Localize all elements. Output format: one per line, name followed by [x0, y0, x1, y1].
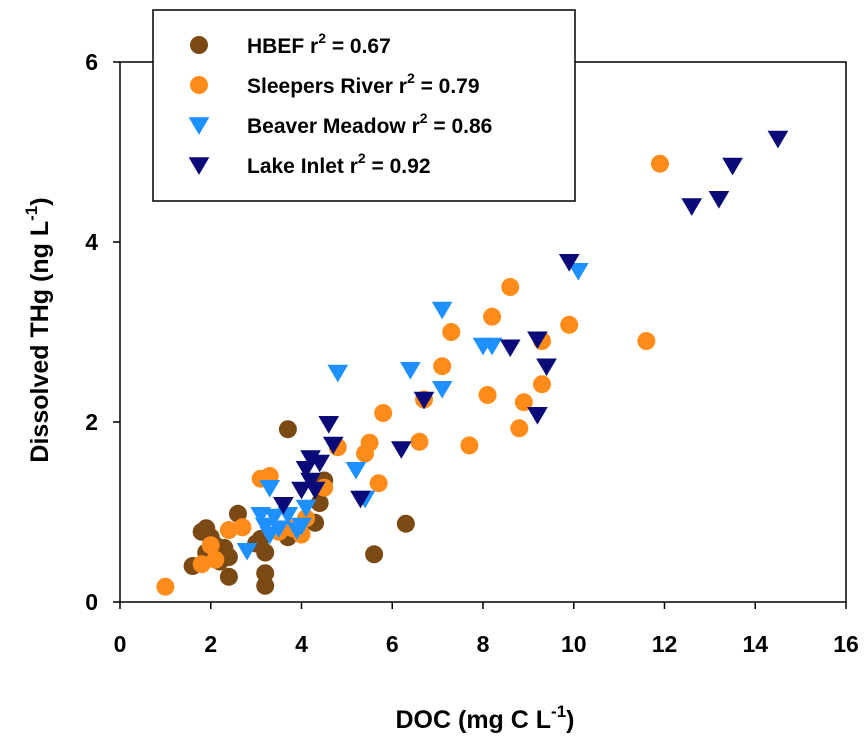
legend-marker-beaver-meadow-r: [188, 117, 210, 135]
beaver-meadow-r-data-point: [259, 479, 281, 498]
sleepers-river-r-data-point: [433, 357, 452, 376]
legend-marker-lake-inlet-r: [188, 157, 210, 175]
lake-inlet-r-data-point: [318, 416, 340, 434]
sleepers-river-r-data-point: [233, 518, 252, 537]
lake-inlet-r-data-point: [300, 450, 321, 468]
x-tick-label: 0: [114, 631, 127, 657]
lake-inlet-r-data-point: [499, 339, 521, 358]
lake-inlet-r-data-point: [413, 391, 435, 410]
beaver-meadow-r-data-point: [400, 362, 421, 380]
axis-ticks: 0 2 4 6 8 10 12 14 16 0 2 4 6: [85, 49, 859, 657]
sleepers-river-r-data-point: [156, 577, 175, 596]
sleepers-river-r-data-point: [510, 419, 529, 438]
sleepers-river-r-data-point: [637, 332, 656, 350]
beaver-meadow-r-data-point: [268, 520, 290, 539]
lake-inlet-r-data-point: [304, 481, 326, 500]
legend-marker-hbef-r: [190, 36, 208, 54]
y-axis-title: Dissolved THg (ng L-1): [22, 197, 54, 462]
beaver-meadow-r-data-point: [431, 380, 453, 399]
legend-marker-sleepers-river-r: [190, 76, 208, 94]
lake-inlet-r-data-point: [390, 441, 412, 459]
hbef-r-data-point: [365, 545, 384, 564]
hbef-r-data-point: [228, 504, 247, 523]
sleepers-river-r-data-point: [460, 436, 479, 455]
beaver-meadow-r-data-point: [295, 499, 317, 518]
sleepers-river-r-data-point: [501, 278, 520, 296]
hbef-r-data-point: [219, 567, 238, 586]
beaver-meadow-r-data-point: [291, 517, 312, 536]
lake-inlet-r-data-point: [722, 157, 743, 176]
sleepers-river-r-data-point: [442, 323, 461, 341]
lake-inlet-r-data-point: [558, 254, 580, 272]
hbef-r-data-point: [256, 564, 275, 583]
sleepers-river-r-data-point: [201, 536, 220, 555]
x-tick-label: 16: [833, 631, 859, 657]
sleepers-river-r-data-point: [219, 521, 238, 539]
legend-label-beaver-meadow-r: Beaver Meadow r2 = 0.86: [247, 110, 492, 138]
legend-label-lake-inlet-r: Lake Inlet r2 = 0.92: [247, 150, 431, 178]
lake-inlet-r-data-point: [681, 198, 703, 216]
sleepers-river-r-data-point: [532, 375, 551, 394]
x-tick-label: 4: [295, 631, 308, 657]
sleepers-river-r-data-point: [206, 550, 225, 569]
lake-inlet-r-data-point: [273, 497, 294, 515]
beaver-meadow-r-data-point: [263, 508, 285, 527]
sleepers-river-r-data-point: [560, 315, 579, 334]
lake-inlet-r-data-point: [708, 191, 730, 209]
x-tick-label: 12: [652, 631, 678, 657]
hbef-r-data-point: [278, 420, 297, 439]
x-tick-label: 8: [477, 631, 490, 657]
lake-inlet-r-data-point: [350, 490, 371, 509]
legend-label-sleepers-river-r: Sleepers River r2 = 0.79: [247, 70, 480, 98]
hbef-r-data-point: [256, 576, 275, 595]
sleepers-river-r-data-point: [478, 386, 497, 404]
lake-inlet-r-data-point: [309, 454, 330, 473]
beaver-meadow-r-data-point: [236, 542, 258, 561]
lake-inlet-r-data-point: [527, 407, 548, 425]
sleepers-river-r-data-point: [483, 307, 502, 326]
hbef-r-data-point: [396, 514, 415, 533]
legend-box: [152, 9, 576, 202]
y-tick-label: 2: [85, 409, 98, 435]
sleepers-river-r-data-point: [192, 555, 211, 574]
hbef-r-data-point: [256, 543, 275, 562]
lake-inlet-r-data-point: [527, 331, 548, 350]
legend-label-hbef-r: HBEF r2 = 0.67: [247, 30, 391, 58]
lake-inlet-r-data-point: [291, 481, 312, 500]
lake-inlet-r-data-point: [767, 130, 789, 149]
beaver-meadow-r-data-point: [567, 263, 589, 281]
y-tick-label: 4: [85, 229, 98, 255]
x-axis-title: DOC (mg C L-1): [396, 702, 575, 734]
sleepers-river-r-data-point: [650, 154, 669, 173]
hbef-r-data-point: [219, 548, 238, 566]
lake-inlet-r-data-point: [536, 358, 557, 377]
sleepers-river-r-data-point: [410, 432, 429, 451]
data-points: [156, 130, 789, 596]
x-tick-label: 10: [561, 631, 587, 657]
beaver-meadow-r-data-point: [327, 364, 349, 383]
x-tick-label: 2: [204, 631, 217, 657]
sleepers-river-r-data-point: [374, 404, 393, 422]
beaver-meadow-r-data-point: [431, 301, 453, 320]
lake-inlet-r-data-point: [322, 436, 344, 455]
sleepers-river-r-data-point: [360, 433, 379, 452]
lake-inlet-r-data-point: [300, 472, 321, 491]
sleepers-river-r-data-point: [369, 474, 388, 493]
sleepers-river-r-data-point: [514, 393, 533, 412]
x-tick-label: 6: [386, 631, 399, 657]
y-tick-label: 6: [85, 49, 98, 75]
beaver-meadow-r-data-point: [481, 337, 503, 356]
legend: HBEF r2 = 0.67 Sleepers River r2 = 0.79 Be…: [152, 9, 576, 202]
beaver-meadow-r-data-point: [345, 461, 367, 480]
y-tick-label: 0: [85, 589, 98, 615]
x-tick-label: 14: [742, 631, 768, 657]
